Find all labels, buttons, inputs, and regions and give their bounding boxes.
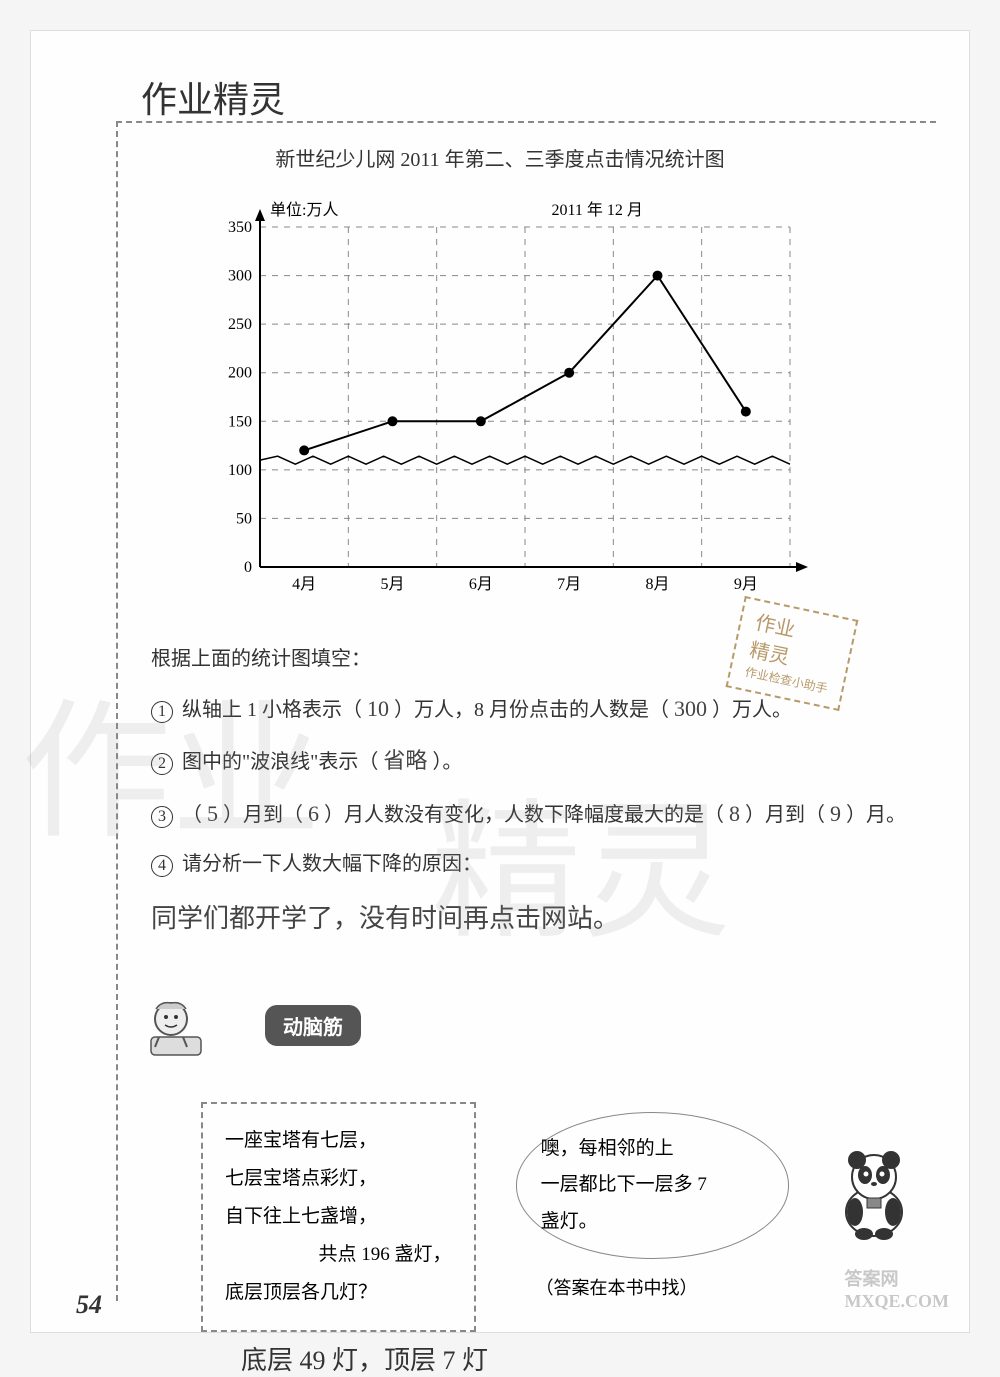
corner-wm-2: MXQE.COM — [845, 1291, 949, 1312]
q3-part-c: ）月人数没有变化，人数下降幅度最大的是（ — [324, 804, 724, 826]
q3-part-d: ）月到（ — [745, 804, 825, 826]
q3-part-e: ）月。 — [846, 804, 906, 826]
q1-number: 1 — [151, 701, 173, 723]
q4-text: 请分析一下人数大幅下降的原因： — [182, 853, 482, 875]
question-4: 4 请分析一下人数大幅下降的原因： — [151, 842, 919, 886]
q3-part-b: ）月到（ — [223, 804, 303, 826]
q1-answer-2: 300 — [674, 696, 707, 721]
q3-answer-3: 8 — [729, 801, 740, 826]
q4-answer: 同学们都开学了，没有时间再点击网站。 — [151, 890, 919, 947]
poem-line-2: 七层宝塔点彩灯， — [225, 1160, 452, 1198]
answer-note: （答案在本书中找） — [536, 1271, 789, 1305]
question-2: 2 图中的"波浪线"表示（ 省略 ）。 — [151, 737, 919, 785]
q3-answer-2: 6 — [308, 801, 319, 826]
q4-number: 4 — [151, 855, 173, 877]
svg-text:4月: 4月 — [292, 576, 316, 593]
q3-answer-1: 5 — [207, 801, 218, 826]
panda-icon — [829, 1142, 919, 1242]
brain-label: 动脑筋 — [265, 1005, 361, 1046]
brain-row: 一座宝塔有七层， 七层宝塔点彩灯， 自下往上七盏增， 共点 196 盏灯， 底层… — [141, 1102, 919, 1332]
q3-answer-4: 9 — [830, 801, 841, 826]
svg-text:8月: 8月 — [645, 576, 669, 593]
q2-answer: 省略 — [383, 748, 427, 773]
line-chart: 单位:万人 2011 年 12 月 50 100 150 200 250 300 350 0 4月 5… — [190, 187, 810, 607]
poem-box: 一座宝塔有七层， 七层宝塔点彩灯， 自下往上七盏增， 共点 196 盏灯， 底层… — [201, 1102, 476, 1332]
page-number: 54 — [76, 1290, 102, 1320]
chart-title: 新世纪少儿网 2011 年第二、三季度点击情况统计图 — [81, 143, 919, 172]
svg-text:2011 年 12 月: 2011 年 12 月 — [552, 201, 643, 219]
speech-bubble: 噢，每相邻的上 一层都比下一层多 7 盏灯。 — [516, 1112, 789, 1258]
svg-text:200: 200 — [228, 365, 252, 382]
svg-text:5月: 5月 — [380, 576, 404, 593]
boy-icon — [141, 997, 211, 1062]
q1-part-c: ）万人。 — [712, 699, 792, 721]
svg-text:300: 300 — [228, 268, 252, 285]
svg-text:150: 150 — [228, 413, 252, 430]
brain-answer: 底层 49 灯，顶层 7 灯 — [241, 1340, 919, 1377]
corner-wm-1: 答案网 — [845, 1265, 949, 1291]
poem-line-5: 底层顶层各几灯？ — [225, 1274, 452, 1312]
corner-watermark: 答案网 MXQE.COM — [845, 1265, 949, 1312]
poem-line-3: 自下往上七盏增， — [225, 1198, 452, 1236]
svg-text:50: 50 — [236, 510, 252, 527]
svg-text:250: 250 — [228, 316, 252, 333]
chart-container: 单位:万人 2011 年 12 月 50 100 150 200 250 300 350 0 4月 5… — [190, 187, 810, 607]
q2-part-b: ）。 — [432, 751, 462, 773]
svg-text:单位:万人: 单位:万人 — [270, 201, 338, 219]
page: 作业 精灵 作业精灵 新世纪少儿网 2011 年第二、三季度点击情况统计图 单位… — [30, 30, 970, 1333]
q1-part-b: ）万人，8 月份点击的人数是（ — [394, 699, 669, 721]
bubble-line-1: 噢，每相邻的上 — [541, 1131, 764, 1167]
svg-text:7月: 7月 — [557, 576, 581, 593]
bubble-line-2: 一层都比下一层多 7 — [541, 1167, 764, 1203]
bubble-line-3: 盏灯。 — [541, 1204, 764, 1240]
svg-text:350: 350 — [228, 219, 252, 236]
q3-part-a: （ — [182, 804, 202, 826]
question-3: 3 （ 5 ）月到（ 6 ）月人数没有变化，人数下降幅度最大的是（ 8 ）月到（… — [151, 790, 919, 838]
q3-number: 3 — [151, 806, 173, 828]
svg-text:9月: 9月 — [734, 576, 758, 593]
q2-number: 2 — [151, 753, 173, 775]
bubble-box: 噢，每相邻的上 一层都比下一层多 7 盏灯。 （答案在本书中找） — [506, 1102, 799, 1314]
brain-section: 动脑筋 一座宝塔有七层， 七层宝塔点彩灯， 自下往上七盏增， 共点 196 盏灯… — [141, 997, 919, 1377]
q2-part-a: 图中的"波浪线"表示（ — [182, 751, 378, 773]
svg-text:100: 100 — [228, 462, 252, 479]
poem-line-1: 一座宝塔有七层， — [225, 1122, 452, 1160]
q1-part-a: 纵轴上 1 小格表示（ — [182, 699, 362, 721]
svg-text:0: 0 — [244, 559, 252, 576]
poem-line-4: 共点 196 盏灯， — [225, 1236, 452, 1274]
page-title: 作业精灵 — [141, 71, 919, 123]
q1-answer-1: 10 — [367, 696, 389, 721]
svg-text:6月: 6月 — [469, 576, 493, 593]
